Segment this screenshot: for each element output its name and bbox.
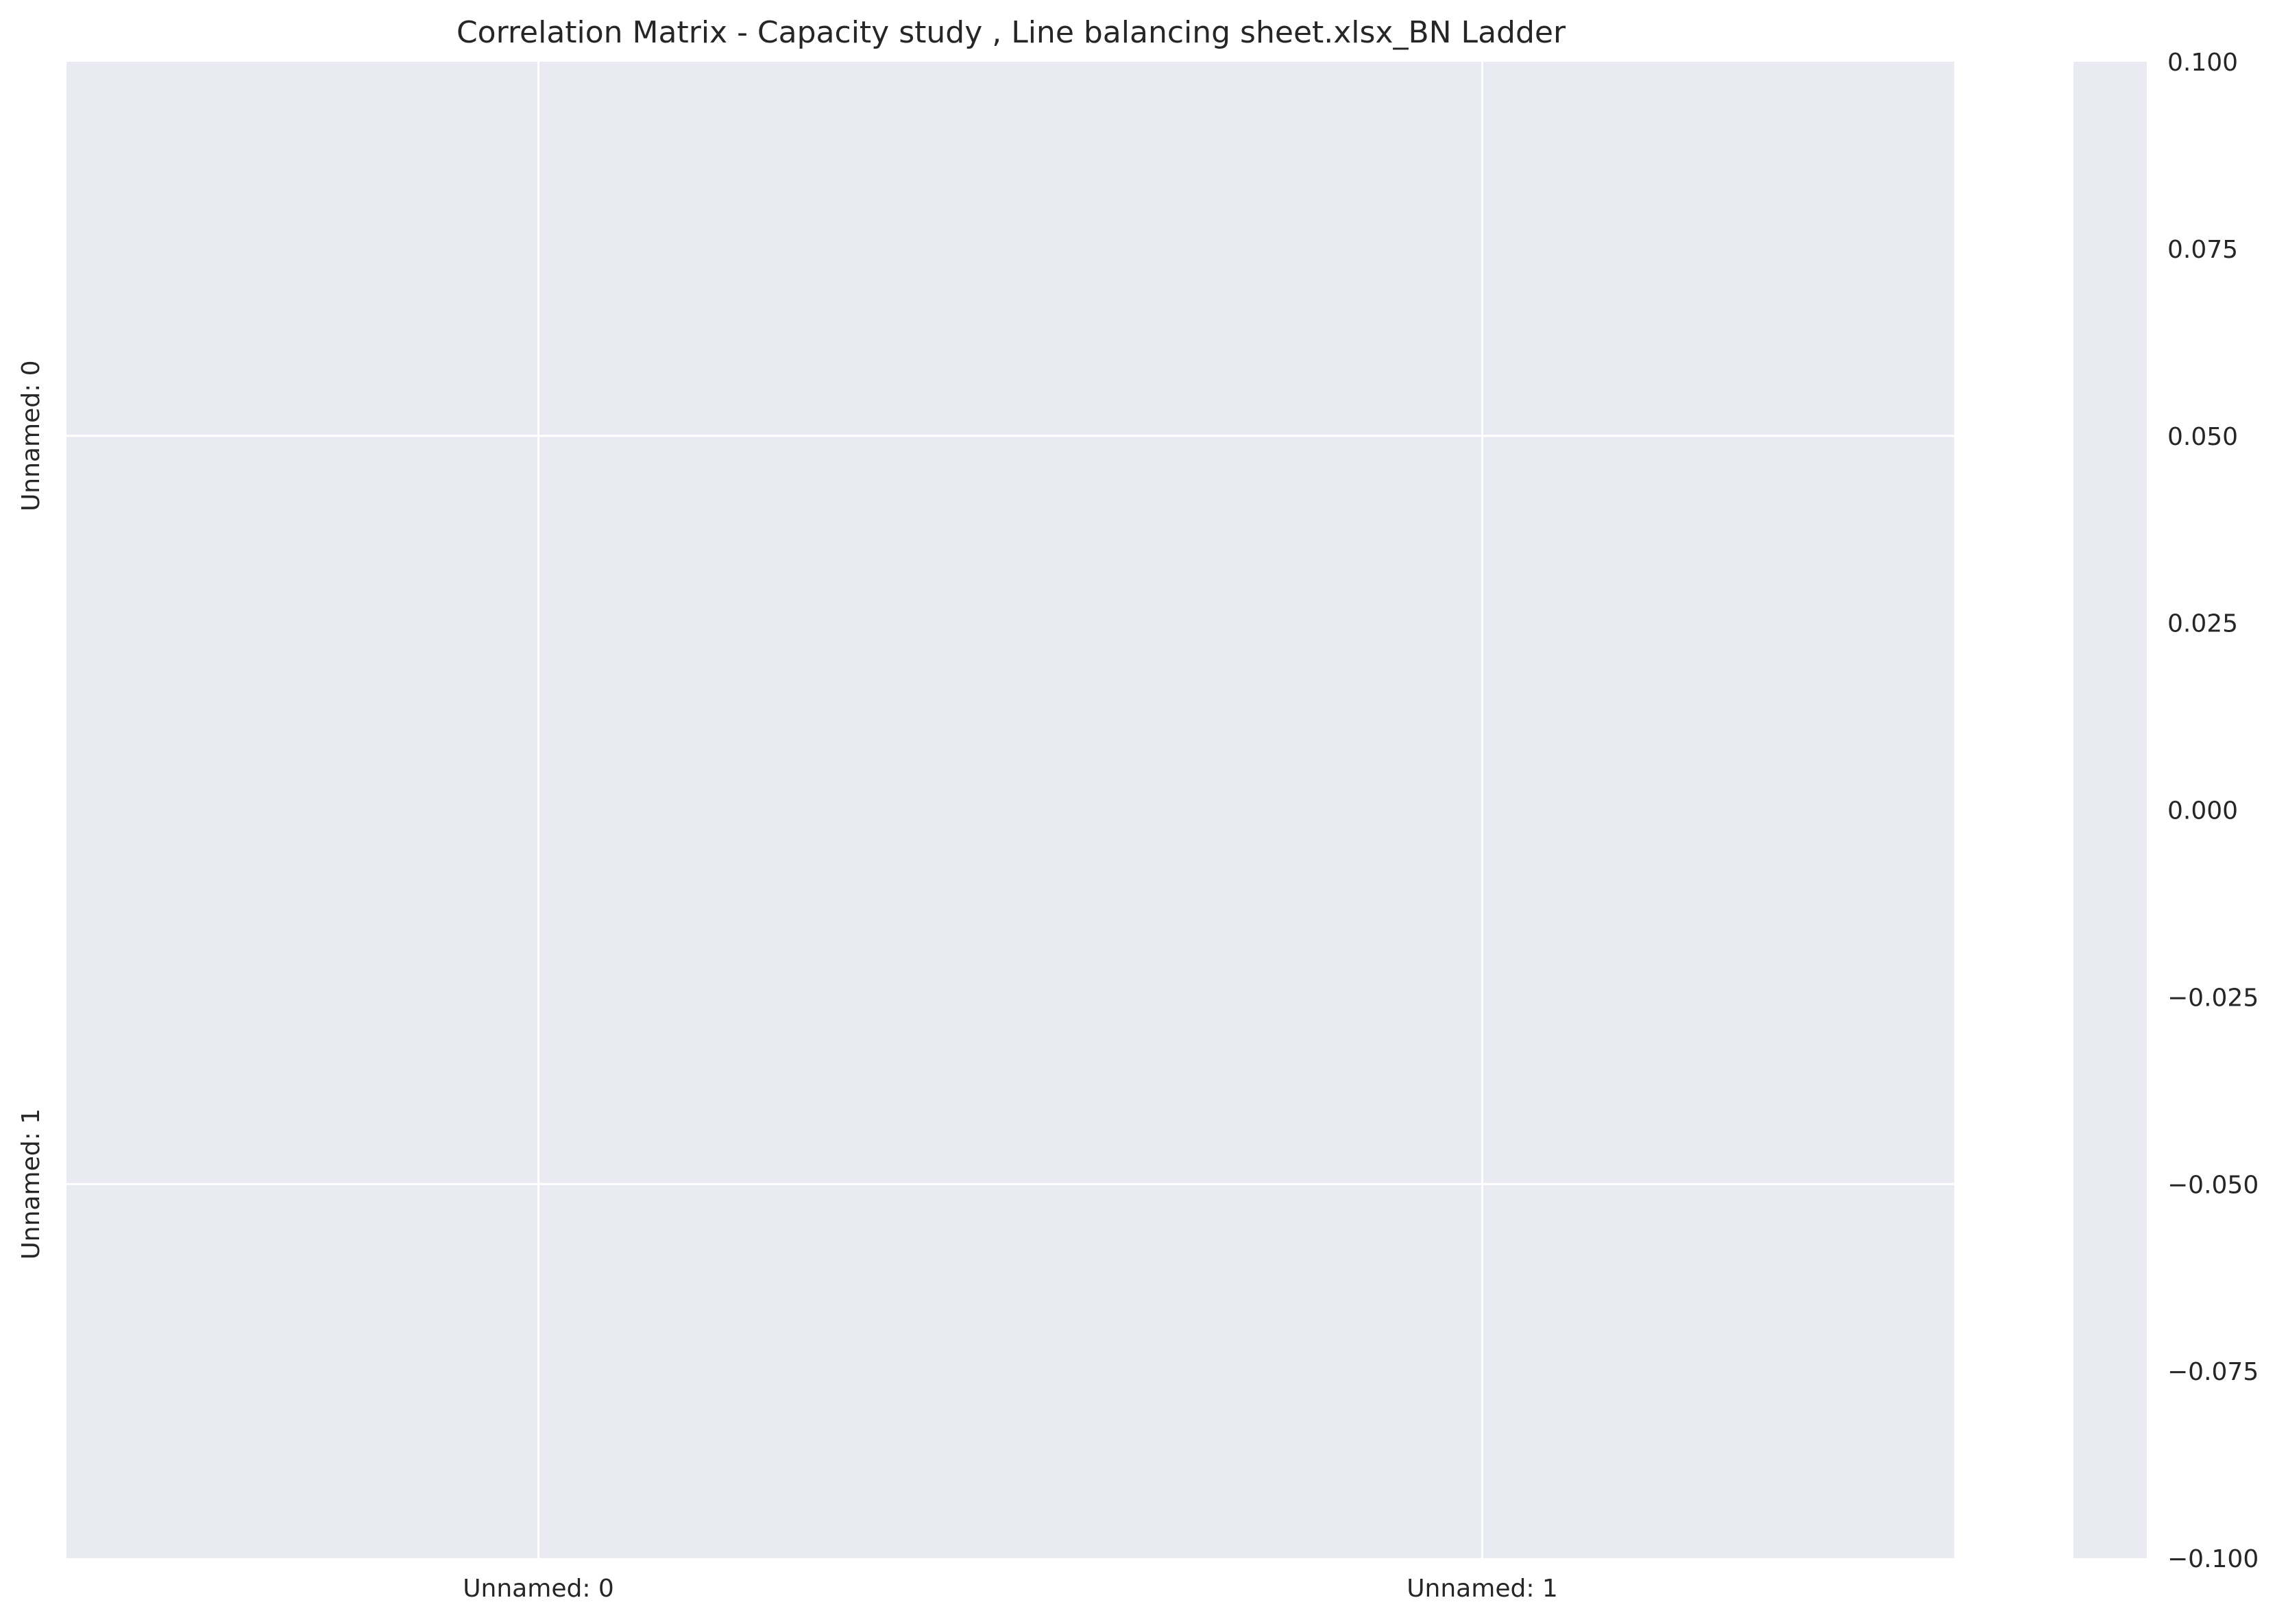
- y-tick-label: Unnamed: 1: [17, 1108, 45, 1260]
- colorbar-tick-label: −0.050: [2167, 1171, 2259, 1199]
- colorbar-tick-label: 0.075: [2167, 236, 2238, 264]
- colorbar-fill: [2073, 62, 2147, 1558]
- plot-background: [66, 62, 1954, 1558]
- heatmap-plot-area: Unnamed: 0 Unnamed: 1 Unnamed: 0 Unnamed: 1: [17, 62, 1954, 1603]
- colorbar-tick-label: 0.000: [2167, 797, 2238, 825]
- colorbar-tick-label: 0.025: [2167, 610, 2238, 638]
- chart-title: Correlation Matrix - Capacity study , Li…: [457, 15, 1566, 50]
- colorbar-tick-label: −0.075: [2167, 1358, 2259, 1386]
- colorbar-tick-label: −0.100: [2167, 1545, 2259, 1573]
- colorbar: 0.100 0.075 0.050 0.025 0.000 −0.025 −0.050 −0.…: [2073, 49, 2259, 1573]
- colorbar-tick-label: 0.100: [2167, 49, 2238, 77]
- y-tick-label: Unnamed: 0: [17, 360, 45, 511]
- colorbar-tick-label: 0.050: [2167, 423, 2238, 451]
- x-tick-label: Unnamed: 1: [1407, 1575, 1558, 1603]
- x-tick-label: Unnamed: 0: [463, 1575, 614, 1603]
- colorbar-tick-label: −0.025: [2167, 984, 2259, 1012]
